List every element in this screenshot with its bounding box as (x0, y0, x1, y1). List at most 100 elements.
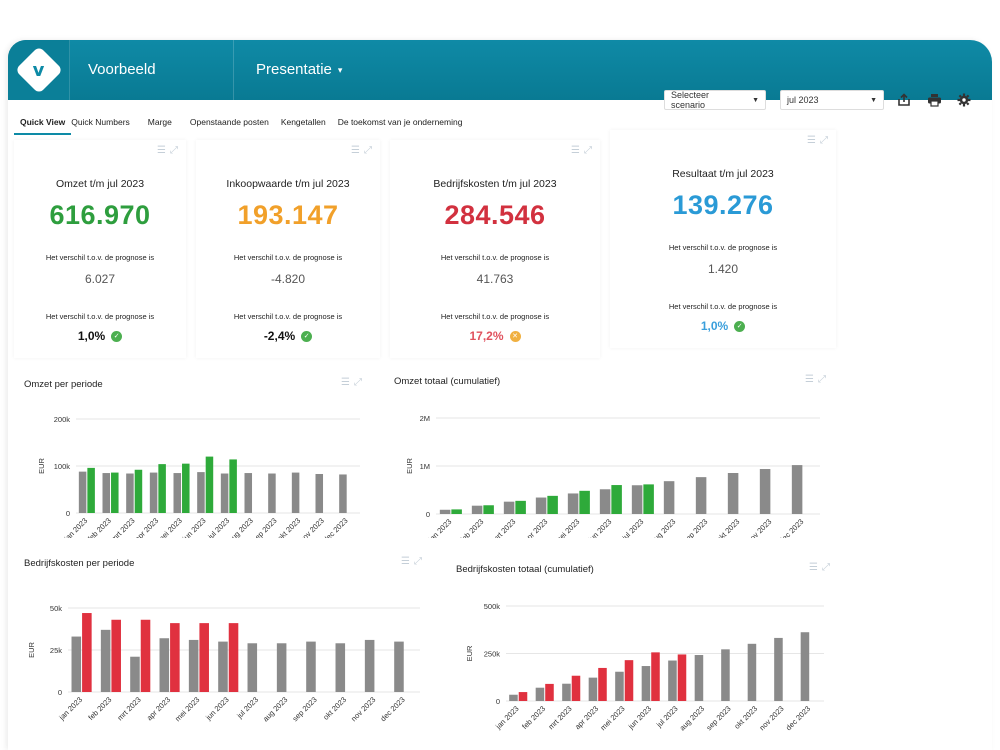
bar[interactable] (571, 675, 581, 701)
bar[interactable] (567, 493, 579, 514)
bar[interactable] (611, 485, 622, 514)
bar[interactable] (515, 500, 526, 514)
bar[interactable] (130, 656, 140, 692)
bar[interactable] (102, 473, 111, 513)
bar[interactable] (218, 641, 228, 692)
bar[interactable] (668, 660, 677, 701)
gear-icon[interactable] (954, 90, 974, 110)
bar[interactable] (747, 643, 757, 701)
menu-icon[interactable]: ☰ (809, 562, 818, 573)
expand-icon[interactable]: ⤢ (364, 145, 372, 156)
bar[interactable] (545, 683, 554, 701)
bar[interactable] (562, 683, 571, 701)
bar[interactable] (306, 641, 316, 692)
expand-icon[interactable]: ⤢ (584, 145, 592, 156)
bar[interactable] (149, 472, 158, 513)
bar[interactable] (244, 473, 253, 513)
bar[interactable] (158, 464, 166, 513)
print-icon[interactable] (924, 90, 944, 110)
bar[interactable] (663, 481, 675, 514)
bar[interactable] (451, 509, 462, 514)
bar[interactable] (159, 638, 170, 692)
expand-icon[interactable]: ⤢ (414, 556, 422, 567)
bar[interactable] (82, 613, 92, 692)
bar[interactable] (100, 629, 111, 692)
bar[interactable] (471, 505, 483, 514)
bar[interactable] (188, 639, 199, 692)
bar[interactable] (111, 472, 119, 513)
presentation-menu[interactable]: Presentatie ▾ (234, 40, 342, 100)
menu-icon[interactable]: ☰ (401, 556, 410, 567)
bar[interactable] (518, 692, 528, 701)
bar[interactable] (199, 623, 209, 692)
menu-icon[interactable]: ☰ (157, 145, 166, 156)
bar[interactable] (503, 501, 515, 514)
bar[interactable] (111, 619, 121, 692)
bar[interactable] (641, 666, 651, 701)
bar[interactable] (247, 643, 258, 692)
bar[interactable] (483, 505, 494, 514)
expand-icon[interactable]: ⤢ (354, 377, 362, 388)
bar[interactable] (339, 474, 347, 513)
bar[interactable] (651, 652, 660, 701)
bar[interactable] (228, 623, 239, 692)
bar[interactable] (87, 467, 95, 513)
bar[interactable] (759, 469, 771, 514)
bar[interactable] (547, 495, 558, 514)
tab-kengetallen[interactable]: Kengetallen (280, 117, 326, 127)
bar[interactable] (535, 687, 545, 701)
bar[interactable] (291, 472, 300, 513)
expand-icon[interactable]: ⤢ (818, 374, 826, 385)
menu-icon[interactable]: ☰ (807, 135, 816, 146)
bar[interactable] (394, 641, 404, 692)
menu-icon[interactable]: ☰ (805, 374, 814, 385)
bar[interactable] (791, 465, 803, 514)
tab-toekomst[interactable]: De toekomst van je onderneming (337, 117, 463, 127)
bar[interactable] (615, 671, 624, 701)
bar[interactable] (677, 654, 687, 701)
period-select[interactable]: jul 2023 ▼ (780, 90, 884, 110)
bar[interactable] (315, 473, 324, 513)
bar[interactable] (631, 485, 643, 514)
bar[interactable] (126, 473, 134, 513)
logo[interactable]: v (8, 40, 70, 100)
bar[interactable] (509, 694, 518, 701)
bar[interactable] (535, 497, 547, 514)
bar[interactable] (624, 660, 634, 701)
menu-icon[interactable]: ☰ (571, 145, 580, 156)
share-icon[interactable] (894, 90, 914, 110)
expand-icon[interactable]: ⤢ (820, 135, 828, 146)
bar[interactable] (364, 639, 375, 692)
bar[interactable] (134, 469, 143, 513)
bar[interactable] (598, 667, 607, 701)
bar[interactable] (800, 632, 810, 701)
bar[interactable] (229, 459, 237, 513)
bar[interactable] (721, 649, 730, 701)
bar[interactable] (774, 637, 783, 701)
bar[interactable] (170, 623, 180, 692)
menu-icon[interactable]: ☰ (341, 377, 350, 388)
bar[interactable] (276, 643, 287, 692)
tab-marge[interactable]: Marge (147, 117, 172, 127)
bar[interactable] (173, 473, 182, 513)
tab-quick-view[interactable]: Quick View (14, 117, 72, 135)
scenario-select[interactable]: Selecteer scenario ▼ (664, 90, 766, 110)
expand-icon[interactable]: ⤢ (170, 145, 178, 156)
tab-openstaande-posten[interactable]: Openstaande posten (189, 117, 269, 127)
bar[interactable] (599, 489, 611, 514)
bar[interactable] (220, 473, 229, 513)
bar[interactable] (695, 477, 707, 514)
bar[interactable] (71, 636, 82, 692)
bar[interactable] (694, 655, 704, 701)
bar[interactable] (335, 643, 346, 692)
bar[interactable] (205, 456, 214, 513)
bar[interactable] (140, 619, 151, 692)
bar[interactable] (268, 473, 276, 513)
bar[interactable] (182, 463, 190, 513)
bar[interactable] (588, 677, 598, 701)
menu-icon[interactable]: ☰ (351, 145, 360, 156)
bar[interactable] (727, 473, 739, 514)
bar[interactable] (197, 472, 205, 513)
bar[interactable] (439, 509, 451, 514)
bar[interactable] (78, 471, 87, 513)
